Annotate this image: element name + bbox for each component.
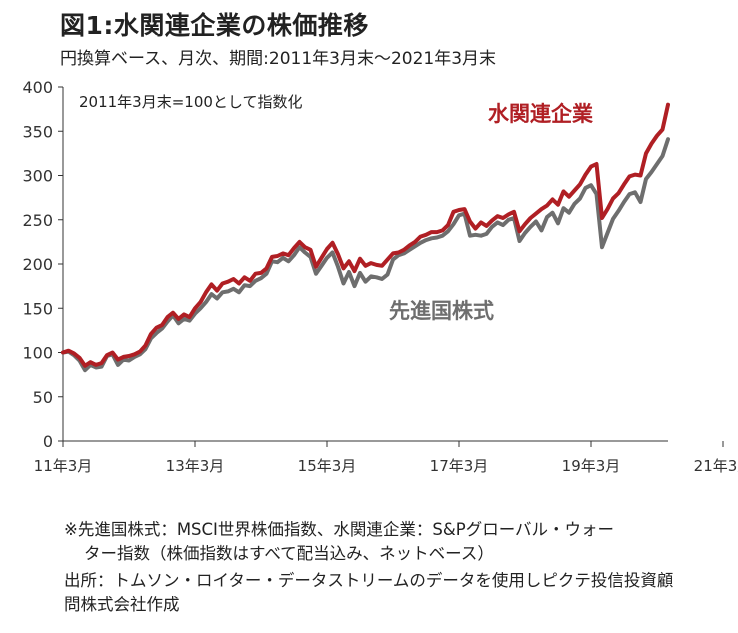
x-tick-label: 21年3月: [694, 457, 738, 475]
series-line-developed: [61, 137, 670, 373]
chart-title: 図1:水関連企業の株価推移: [60, 11, 369, 40]
y-tick-label: 300: [22, 167, 53, 186]
y-tick-label: 250: [22, 211, 53, 230]
y-tick-label: 150: [22, 299, 53, 318]
y-tick-label: 400: [22, 78, 53, 97]
y-tick-label: 50: [33, 388, 53, 407]
footnote: ※先進国株式：MSCI世界株価指数、水関連企業：S&Pグローバル・ウォー: [64, 520, 615, 539]
series-label-water: 水関連企業: [488, 102, 594, 126]
y-tick-label: 350: [22, 122, 53, 141]
series-line-water: [61, 102, 670, 368]
y-tick-label: 200: [22, 255, 53, 274]
source-note: 出所：トムソン・ロイター・データストリームのデータを使用しピクテ投信投資顧: [64, 571, 674, 590]
x-tick-label: 13年3月: [166, 457, 225, 475]
chart-subtitle: 円換算ベース、月次、期間:2011年3月末～2021年3月末: [60, 49, 497, 69]
series-label-developed: 先進国株式: [389, 299, 494, 323]
x-tick-label: 15年3月: [298, 457, 357, 475]
y-tick-label: 100: [22, 344, 53, 363]
x-tick-label: 17年3月: [430, 457, 489, 475]
base-annotation: 2011年3月末=100として指数化: [79, 93, 302, 111]
x-tick-label: 19年3月: [562, 457, 621, 475]
footnote-continued: ター指数（株価指数はすべて配当込み、ネットベース）: [84, 544, 494, 563]
x-tick-label: 11年3月: [34, 457, 93, 475]
source-note-continued: 問株式会社作成: [64, 595, 180, 614]
y-tick-label: 0: [43, 432, 53, 451]
